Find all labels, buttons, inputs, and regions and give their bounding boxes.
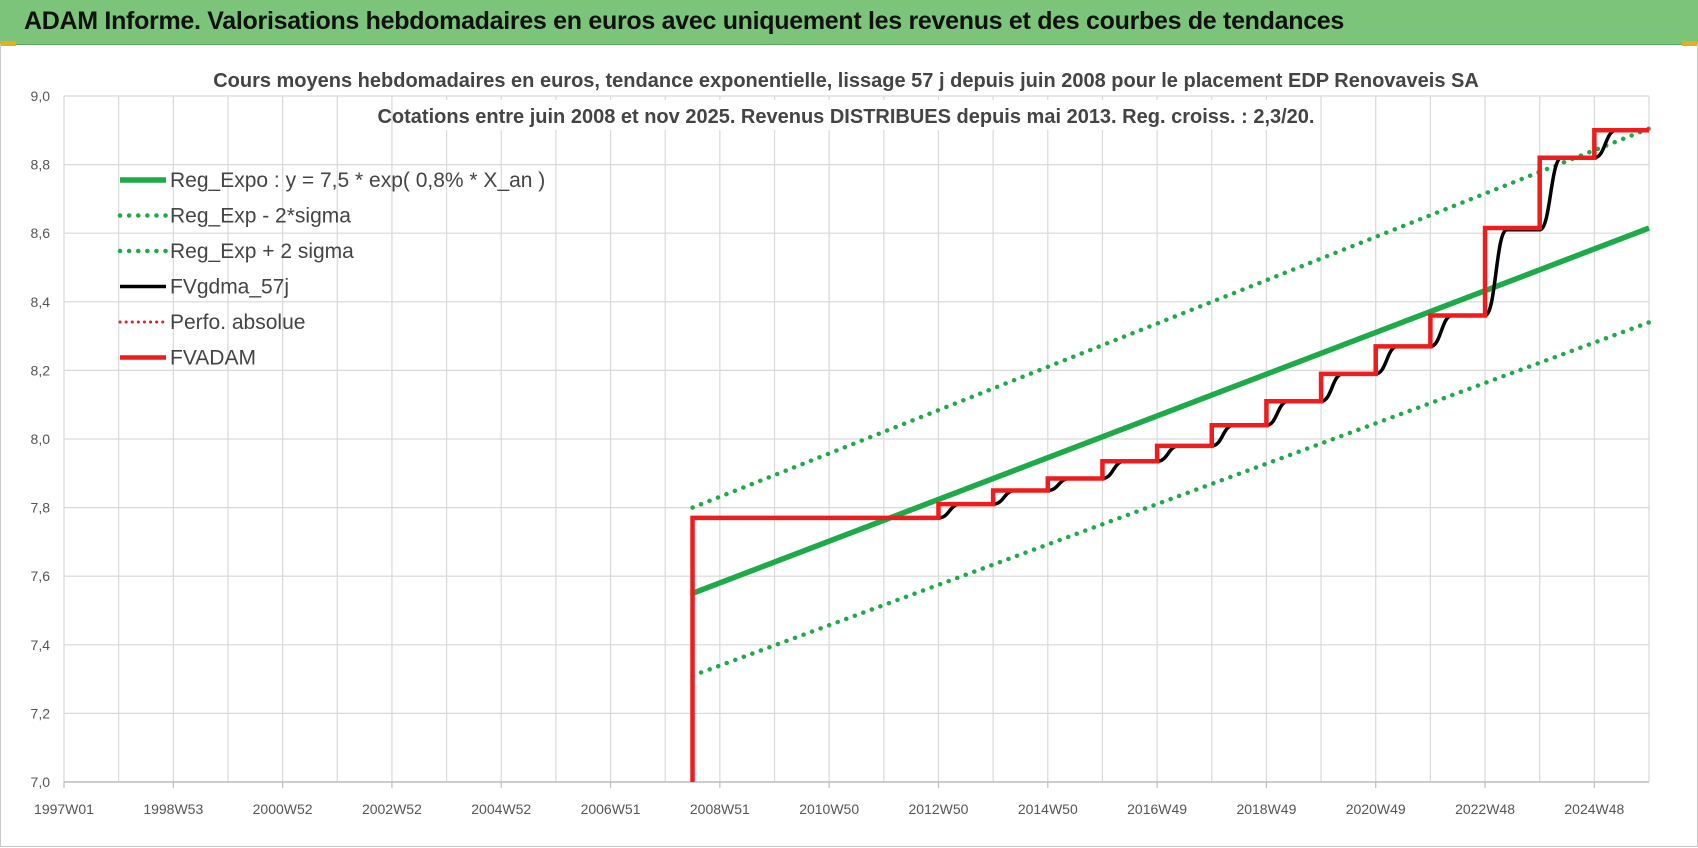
x-tick-label: 2002W52 bbox=[362, 801, 422, 817]
y-tick-label: 7,0 bbox=[31, 774, 51, 790]
x-tick-label: 2014W50 bbox=[1018, 801, 1078, 817]
y-tick-label: 8,2 bbox=[31, 362, 51, 378]
legend-label-fvadam: FVADAM bbox=[170, 347, 256, 370]
y-tick-label: 8,0 bbox=[31, 431, 51, 447]
legend-label-reg-exp-minus-2sigma: Reg_Exp - 2*sigma bbox=[170, 205, 351, 228]
x-tick-label: 2010W50 bbox=[799, 801, 859, 817]
chart-title-line2: Cotations entre juin 2008 et nov 2025. R… bbox=[377, 106, 1314, 128]
y-tick-label: 8,6 bbox=[31, 225, 51, 241]
y-tick-label: 8,4 bbox=[31, 294, 51, 310]
x-tick-label: 2016W49 bbox=[1127, 801, 1187, 817]
x-tick-label: 2012W50 bbox=[909, 801, 969, 817]
legend: Reg_Expo : y = 7,5 * exp( 0,8% * X_an ) R… bbox=[117, 169, 545, 370]
y-tick-label: 7,2 bbox=[31, 705, 51, 721]
chart-title-line1: Cours moyens hebdomadaires en euros, ten… bbox=[213, 70, 1479, 92]
grid-lines bbox=[63, 95, 1650, 783]
report-title: ADAM Informe. Valorisations hebdomadaire… bbox=[24, 7, 1345, 35]
y-tick-label: 7,4 bbox=[31, 637, 51, 653]
corner-marker-left bbox=[0, 41, 16, 46]
legend-label-reg-exp-plus-2sigma: Reg_Exp + 2 sigma bbox=[170, 240, 354, 263]
y-tick-label: 8,8 bbox=[31, 157, 51, 173]
series-line-reg-exp-plus-2sigma bbox=[690, 126, 1652, 510]
x-tick-label: 1998W53 bbox=[143, 801, 203, 817]
x-tick-label: 1997W01 bbox=[34, 801, 94, 817]
y-tick-label: 7,8 bbox=[31, 500, 51, 516]
x-tick-label: 2004W52 bbox=[471, 801, 531, 817]
x-tick-label: 2020W49 bbox=[1346, 801, 1406, 817]
x-tick-label: 2024W48 bbox=[1564, 801, 1624, 817]
title-line2-bg bbox=[395, 100, 1301, 130]
legend-label-perfo-absolue: Perfo. absolue bbox=[170, 311, 305, 334]
x-tick-label: 2022W48 bbox=[1455, 801, 1515, 817]
report-banner: ADAM Informe. Valorisations hebdomadaire… bbox=[0, 0, 1698, 45]
y-tick-label: 7,6 bbox=[31, 568, 51, 584]
title-line1-bg bbox=[238, 64, 1460, 94]
x-tick-label: 2000W52 bbox=[253, 801, 313, 817]
corner-marker-right bbox=[1682, 41, 1698, 46]
legend-label-fvgdma-57j: FVgdma_57j bbox=[170, 276, 289, 299]
series-line-reg-expo bbox=[691, 225, 1650, 596]
x-tick-label: 2006W51 bbox=[581, 801, 641, 817]
x-tick-label: 2018W49 bbox=[1236, 801, 1296, 817]
chart-title: Cours moyens hebdomadaires en euros, ten… bbox=[213, 64, 1479, 130]
series-layer bbox=[690, 126, 1652, 782]
y-tick-label: 9,0 bbox=[31, 88, 51, 104]
series-line-fvgdma-57j bbox=[692, 128, 1649, 520]
legend-label-reg-expo: Reg_Expo : y = 7,5 * exp( 0,8% * X_an ) bbox=[170, 169, 545, 192]
series-line-reg-exp-minus-2sigma bbox=[690, 320, 1652, 678]
series-line-fvadam bbox=[690, 128, 1649, 782]
x-axis-ticks: 1997W01 1998W53 2000W52 2002W52 2004W52 2006W… bbox=[34, 782, 1625, 817]
x-tick-label: 2008W51 bbox=[690, 801, 750, 817]
y-axis-ticks: 7,0 7,2 7,4 7,6 7,8 8,0 8,2 8,4 8,6 8,8 9,0 bbox=[31, 88, 51, 790]
